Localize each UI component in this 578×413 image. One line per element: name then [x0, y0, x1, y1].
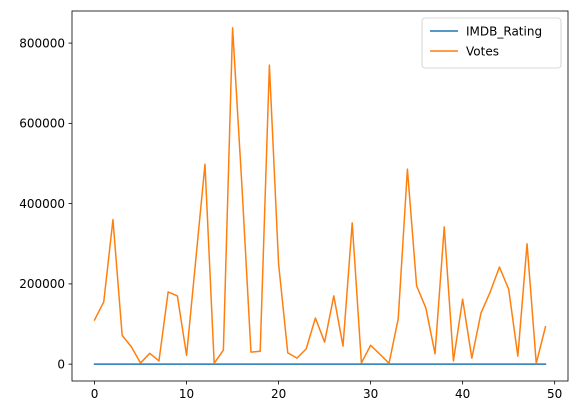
y-tick-label: 0 [57, 357, 65, 371]
plot-area [93, 27, 547, 365]
series-line-votes [93, 27, 547, 365]
x-tick-label: 10 [179, 387, 194, 401]
y-tick-label: 600000 [19, 117, 65, 131]
plot-frame [71, 10, 569, 382]
y-tick-label: 400000 [19, 197, 65, 211]
legend-label: IMDB_Rating [466, 24, 542, 38]
legend: IMDB_Rating Votes [421, 17, 562, 69]
x-tick-label: 20 [271, 387, 286, 401]
legend-label: Votes [466, 44, 499, 58]
y-tick-label: 800000 [19, 36, 65, 50]
x-tick-label: 40 [455, 387, 470, 401]
x-tick-label: 30 [363, 387, 378, 401]
x-tick-label: 50 [547, 387, 562, 401]
y-tick-label: 200000 [19, 277, 65, 291]
axes: 0 10 20 30 40 50 0 200000 400000 600000 800000 [19, 10, 569, 401]
x-tick-label: 0 [91, 387, 99, 401]
